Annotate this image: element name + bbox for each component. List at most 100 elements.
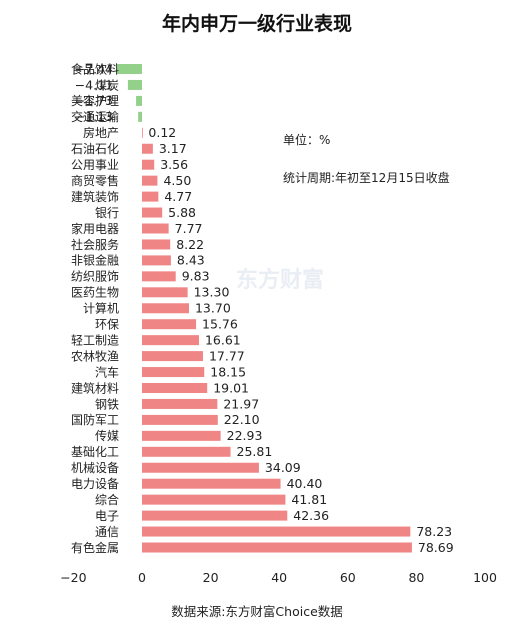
category-label: 美容护理 (71, 93, 119, 108)
bar (142, 223, 169, 234)
bar (142, 414, 218, 425)
value-label: 8.22 (176, 237, 204, 252)
bar (127, 79, 142, 90)
unit-note: 单位：% (283, 132, 330, 147)
value-label: 22.10 (224, 412, 260, 427)
category-label: 银行 (95, 206, 119, 220)
x-tick-label: 80 (408, 570, 424, 585)
value-label: 3.17 (159, 141, 187, 156)
bar (142, 335, 199, 346)
category-label: 石油石化 (71, 142, 119, 156)
value-label: 21.97 (223, 396, 259, 411)
value-label: 25.81 (237, 444, 273, 459)
bar (136, 95, 142, 106)
value-labels: −7.44−4.11−1.73−1.13 0.123.173.564.504.77… (75, 61, 454, 555)
category-label: 环保 (95, 318, 119, 332)
chart-title: 年内申万一级行业表现 (162, 12, 352, 35)
value-label: −4.11 (75, 77, 113, 92)
value-label: −7.44 (75, 61, 113, 76)
x-axis-ticks: −20 0 20 40 60 80 100 (60, 570, 497, 585)
bar (142, 494, 286, 505)
category-label: 社会服务 (71, 237, 119, 252)
category-label: 公用事业 (71, 158, 119, 172)
category-label: 家用电器 (71, 221, 119, 236)
source-note: 数据来源:东方财富Choice数据 (171, 604, 343, 619)
value-label: −1.13 (75, 109, 113, 124)
bar (142, 510, 288, 521)
x-tick-label: 0 (138, 570, 146, 585)
category-label: 煤炭 (95, 78, 119, 92)
category-label: 房地产 (83, 125, 119, 140)
value-label: 13.70 (195, 301, 231, 316)
bar (142, 367, 205, 378)
period-note: 统计周期:年初至12月15日收盘 (283, 170, 450, 185)
bar (142, 159, 155, 170)
bars-group (116, 64, 412, 553)
category-label: 钢铁 (95, 397, 119, 411)
category-label: 通信 (95, 525, 119, 539)
value-label: 34.09 (265, 460, 301, 475)
x-tick-label: −20 (60, 570, 86, 585)
category-label: 纺织服饰 (71, 270, 119, 284)
bar (142, 287, 188, 298)
bar (142, 271, 176, 282)
value-label: 41.81 (291, 492, 327, 507)
value-label: −1.73 (75, 93, 113, 108)
value-label: 40.40 (287, 476, 323, 491)
bar (142, 462, 259, 473)
x-tick-label: 20 (203, 570, 219, 585)
category-label: 医药生物 (71, 286, 119, 300)
value-label: 18.15 (210, 364, 246, 379)
value-label: 16.61 (205, 332, 241, 347)
value-label: 8.43 (177, 253, 205, 268)
bar (142, 239, 171, 250)
bar (142, 127, 143, 138)
category-label: 食品饮料 (71, 61, 119, 76)
value-label: 13.30 (194, 285, 230, 300)
x-tick-label: 40 (271, 570, 287, 585)
category-label: 电子 (95, 509, 119, 523)
value-label: 42.36 (293, 508, 329, 523)
category-label: 计算机 (83, 301, 119, 316)
category-label: 商贸零售 (71, 173, 119, 188)
bar (142, 478, 281, 489)
bar (142, 526, 411, 537)
bar (116, 64, 142, 74)
category-label: 电力设备 (71, 477, 119, 491)
category-label: 基础化工 (71, 445, 119, 459)
bar (142, 191, 159, 202)
value-label: 19.01 (213, 380, 249, 395)
x-tick-label: 100 (473, 570, 497, 585)
bar (142, 430, 221, 441)
bar (142, 175, 158, 186)
bar (142, 303, 189, 314)
category-label: 轻工制造 (71, 333, 119, 347)
value-label: 7.77 (175, 221, 203, 236)
category-label: 农林牧渔 (71, 349, 119, 363)
value-label: 3.56 (160, 157, 188, 172)
category-label: 综合 (95, 492, 119, 507)
value-label: 78.23 (416, 524, 452, 539)
value-label: 0.12 (148, 125, 176, 140)
category-label: 传媒 (95, 428, 119, 443)
bar (142, 207, 163, 218)
watermark: 东方财富 (236, 267, 324, 293)
bar (142, 383, 208, 393)
category-label: 有色金属 (71, 540, 119, 555)
category-label: 建筑材料 (71, 380, 119, 395)
category-label: 交通运输 (71, 109, 119, 124)
bar (142, 255, 171, 266)
category-label: 建筑装饰 (71, 189, 119, 204)
value-label: 22.93 (227, 428, 263, 443)
bar (142, 446, 231, 457)
value-label: 4.50 (163, 173, 191, 188)
bar (142, 398, 218, 409)
category-label: 汽车 (95, 364, 119, 379)
value-label: 9.83 (182, 269, 210, 284)
category-label: 机械设备 (71, 460, 119, 475)
category-label: 国防军工 (71, 412, 119, 427)
bar (142, 542, 412, 553)
value-label: 78.69 (418, 540, 454, 555)
bar (142, 351, 203, 362)
